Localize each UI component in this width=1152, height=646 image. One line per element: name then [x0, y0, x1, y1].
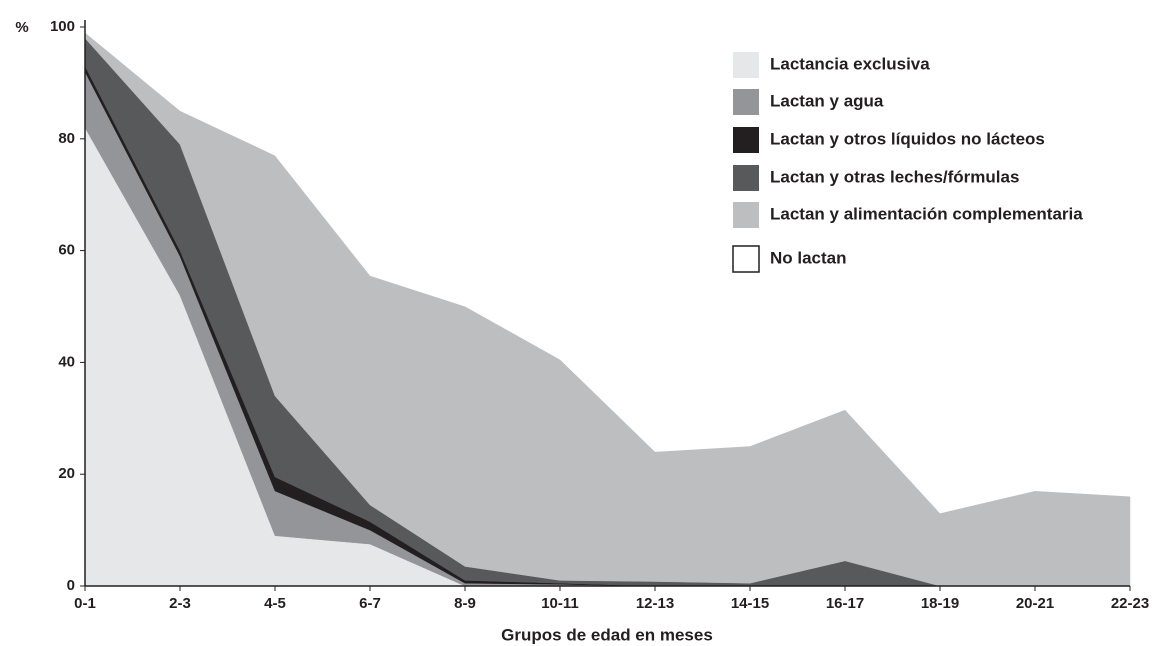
x-tick-label: 2-3: [169, 595, 191, 612]
x-tick-label: 12-13: [636, 595, 674, 612]
legend-label: Lactancia exclusiva: [770, 54, 930, 73]
y-tick-label: 40: [58, 353, 75, 370]
legend-swatch: [733, 127, 759, 153]
x-tick-label: 6-7: [359, 595, 381, 612]
x-tick-label: 0-1: [74, 595, 96, 612]
legend-swatch: [732, 245, 760, 273]
x-tick-label: 16-17: [826, 595, 864, 612]
x-tick-label: 4-5: [264, 595, 286, 612]
x-tick-label: 14-15: [731, 595, 769, 612]
area: [85, 27, 1130, 514]
legend-label: Lactan y agua: [770, 91, 884, 110]
legend-label: Lactan y otros líquidos no lácteos: [770, 129, 1045, 148]
legend-swatch: [733, 52, 759, 78]
legend-label: No lactan: [770, 248, 847, 267]
x-tick-label: 8-9: [454, 595, 476, 612]
legend-label: Lactan y otras leches/fórmulas: [770, 167, 1019, 186]
y-tick-label: 60: [58, 242, 75, 259]
x-tick-label: 10-11: [541, 595, 579, 612]
x-tick-label: 20-21: [1016, 595, 1054, 612]
legend-swatch: [733, 202, 759, 228]
y-tick-label: 100: [50, 18, 75, 35]
legend-label: Lactan y alimentación complementaria: [770, 204, 1083, 223]
x-axis-title: Grupos de edad en meses: [501, 625, 713, 644]
x-tick-label: 22-23: [1111, 595, 1149, 612]
y-tick-label: 0: [67, 577, 75, 594]
y-axis-label: %: [15, 19, 28, 36]
y-tick-label: 80: [58, 130, 75, 147]
legend-swatch: [733, 89, 759, 115]
legend-swatch: [733, 165, 759, 191]
x-tick-label: 18-19: [921, 595, 959, 612]
y-tick-label: 20: [58, 465, 75, 482]
